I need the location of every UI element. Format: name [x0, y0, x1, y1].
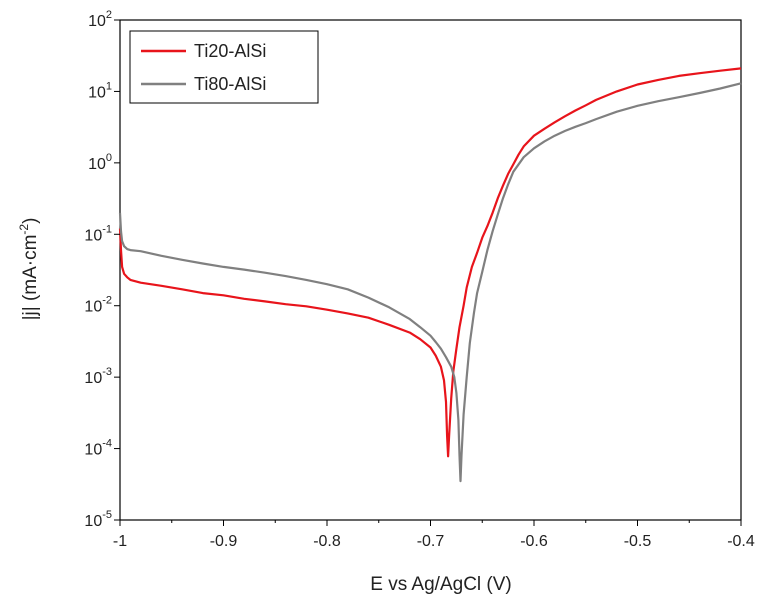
y-tick-exponent: -1	[102, 223, 112, 235]
y-tick-base: 10	[84, 299, 102, 316]
y-tick-label: 10-1	[84, 223, 112, 244]
y-tick-base: 10	[84, 513, 102, 530]
series-group	[118, 67, 742, 483]
legend: Ti20-AlSi Ti80-AlSi	[129, 30, 319, 104]
y-tick-base: 10	[84, 227, 102, 244]
y-axis-title-main: |j| (mA·cm	[20, 235, 41, 321]
series-line-ti20-alsi	[118, 67, 742, 458]
legend-label-ti20: Ti20-AlSi	[194, 41, 266, 61]
y-tick-exponent: -5	[102, 509, 112, 521]
y-tick-label: 10-4	[84, 438, 112, 459]
y-tick-exponent: -4	[102, 438, 112, 450]
y-tick-label: 10-2	[84, 295, 112, 316]
y-tick-exponent: -3	[102, 366, 112, 378]
x-tick-label: -0.4	[727, 533, 755, 550]
y-tick-label: 101	[88, 80, 112, 101]
x-axis: -1 -0.9 -0.8 -0.7 -0.6 -0.5 -0.4	[113, 520, 755, 550]
y-tick-label: 102	[88, 9, 112, 30]
y-axis-title-end: )	[20, 218, 41, 224]
y-tick-label: 10-3	[84, 366, 112, 387]
x-axis-title: E vs Ag/AgCl (V)	[370, 574, 512, 595]
y-tick-label: 100	[88, 152, 112, 173]
y-tick-base: 10	[84, 442, 102, 459]
y-axis-title: |j| (mA·cm-2)	[17, 218, 41, 321]
x-tick-label: -0.6	[520, 533, 548, 550]
y-tick-exponent: 1	[106, 80, 112, 92]
legend-box	[129, 30, 319, 104]
x-tick-label: -0.9	[210, 533, 238, 550]
y-tick-base: 10	[84, 370, 102, 387]
y-tick-base: 10	[88, 156, 106, 173]
x-tick-label: -1	[113, 533, 127, 550]
y-axis-title-sup: -2	[17, 224, 31, 235]
x-tick-label: -0.7	[417, 533, 445, 550]
x-tick-label: -0.8	[313, 533, 341, 550]
y-tick-base: 10	[88, 84, 106, 101]
y-tick-exponent: -2	[102, 295, 112, 307]
y-tick-base: 10	[88, 13, 106, 30]
x-tick-label: -0.5	[624, 533, 652, 550]
legend-label-ti80: Ti80-AlSi	[194, 74, 266, 94]
y-tick-exponent: 0	[106, 152, 112, 164]
y-tick-label: 10-5	[84, 509, 112, 530]
series-line-ti80-alsi	[118, 82, 742, 483]
y-tick-exponent: 2	[106, 9, 112, 21]
